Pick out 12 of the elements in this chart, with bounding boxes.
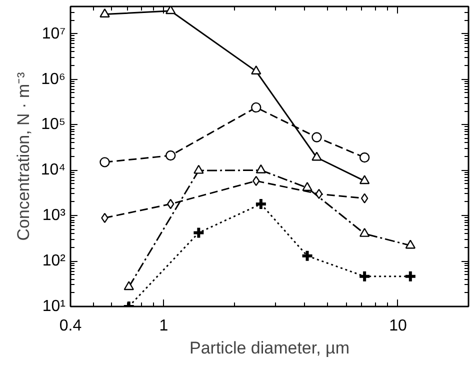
- x-axis-title: Particle diameter, µm: [189, 338, 350, 358]
- y-tick-label: 10⁷: [42, 25, 66, 42]
- y-tick-label: 10⁵: [41, 116, 66, 134]
- x-tick-label: 10: [389, 318, 407, 334]
- y-tick-label: 10²: [42, 252, 66, 270]
- y-tick-label: 10⁴: [40, 162, 66, 179]
- y-tick-label: 10¹: [42, 298, 66, 315]
- x-tick-label: 1: [159, 318, 168, 334]
- y-tick-label: 10³: [42, 207, 66, 224]
- x-tick-label: 0.4: [59, 318, 82, 334]
- y-axis-title: Concentration, N · m⁻³: [14, 72, 33, 241]
- y-tick-label: 10⁶: [41, 70, 66, 88]
